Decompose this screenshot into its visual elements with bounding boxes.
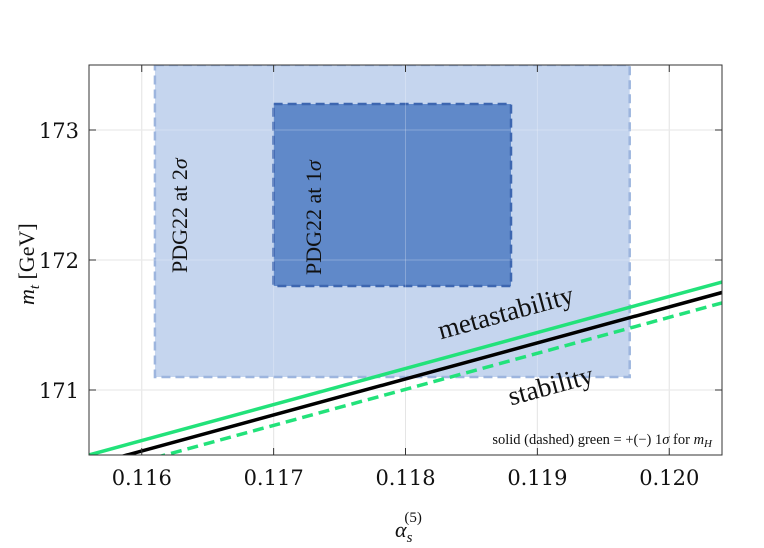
x-tick-label-0: 0.116 xyxy=(112,466,172,490)
axis-tick-labels: 0.116 0.117 0.118 0.119 0.120 171 172 173 xyxy=(39,119,699,490)
confidence-regions xyxy=(89,65,722,455)
region-1sigma xyxy=(272,102,513,288)
series-lines xyxy=(89,280,722,455)
region-2sigma-label: PDG22 at 2σ xyxy=(167,157,192,273)
x-tick-label-3: 0.119 xyxy=(507,466,567,490)
axis-ticks xyxy=(89,65,722,455)
y-tick-label-1: 172 xyxy=(39,249,79,273)
x-tick-label-2: 0.118 xyxy=(375,466,435,490)
y-tick-label-2: 173 xyxy=(39,119,79,143)
y-axis-label: mt [GeV] xyxy=(14,223,43,305)
green-upper-line xyxy=(89,280,722,455)
region-1sigma-label: PDG22 at 1σ xyxy=(301,159,326,275)
legend-note: solid (dashed) green = +(−) 1σ for mH xyxy=(492,432,713,450)
x-tick-label-1: 0.117 xyxy=(244,466,304,490)
x-axis-label: αs(5) xyxy=(395,510,422,546)
x-tick-label-4: 0.120 xyxy=(639,466,699,490)
green-dashed-line xyxy=(158,301,722,455)
black-central-line xyxy=(120,290,722,455)
y-tick-label-0: 171 xyxy=(39,379,79,403)
